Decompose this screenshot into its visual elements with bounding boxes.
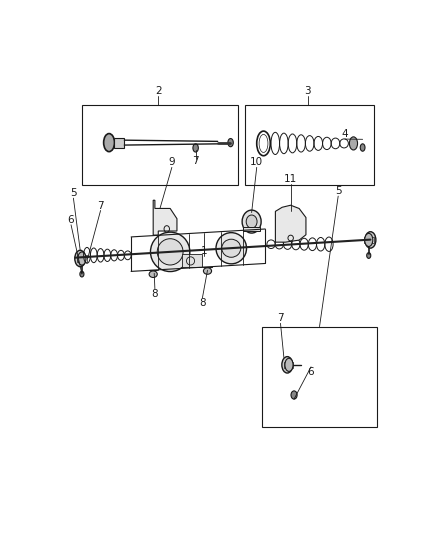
Bar (78, 255, 87, 262)
Bar (182, 254, 202, 266)
Ellipse shape (78, 252, 86, 265)
Ellipse shape (246, 215, 257, 228)
Bar (245, 105, 374, 185)
Polygon shape (153, 200, 177, 235)
Text: 1: 1 (201, 246, 208, 256)
Text: 8: 8 (199, 298, 206, 308)
Text: 2: 2 (155, 86, 162, 95)
Text: 6: 6 (308, 367, 314, 377)
Bar (114, 138, 124, 148)
Bar (82, 105, 238, 185)
Ellipse shape (151, 232, 190, 271)
Ellipse shape (360, 144, 365, 151)
Text: 8: 8 (152, 289, 158, 299)
Text: 5: 5 (335, 186, 342, 196)
Ellipse shape (285, 358, 293, 372)
Text: 7: 7 (192, 156, 199, 166)
Ellipse shape (365, 232, 376, 248)
Ellipse shape (75, 251, 86, 266)
Text: 7: 7 (277, 313, 284, 324)
Text: 9: 9 (169, 157, 175, 167)
Ellipse shape (367, 253, 371, 259)
Text: 6: 6 (68, 215, 74, 225)
Ellipse shape (228, 139, 233, 147)
Ellipse shape (203, 268, 212, 274)
Ellipse shape (291, 391, 297, 399)
Ellipse shape (104, 134, 114, 152)
Ellipse shape (157, 239, 183, 265)
Ellipse shape (149, 271, 157, 278)
Ellipse shape (350, 137, 357, 150)
Text: 7: 7 (97, 200, 104, 211)
Bar (243, 227, 260, 231)
Bar (364, 237, 374, 243)
Ellipse shape (80, 271, 84, 277)
Ellipse shape (193, 144, 198, 152)
Polygon shape (276, 205, 306, 242)
Ellipse shape (216, 232, 247, 264)
Text: 10: 10 (250, 157, 263, 167)
Text: 5: 5 (70, 188, 77, 198)
Ellipse shape (242, 210, 261, 233)
Text: 4: 4 (342, 129, 348, 139)
Ellipse shape (282, 357, 293, 373)
Bar (284, 361, 293, 368)
Ellipse shape (365, 233, 373, 246)
Text: 3: 3 (304, 86, 311, 95)
Bar (262, 327, 377, 427)
Ellipse shape (222, 239, 241, 257)
Text: 11: 11 (284, 174, 297, 184)
